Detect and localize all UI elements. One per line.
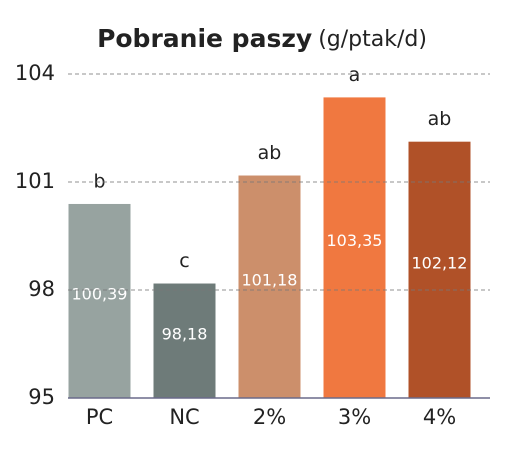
significance-letter: a (349, 64, 361, 86)
x-tick-label: 4% (423, 405, 456, 429)
y-tick-label: 101 (15, 169, 55, 193)
x-tick-label: PC (86, 405, 113, 429)
chart-unit: (g/ptak/d) (318, 27, 427, 52)
significance-letter: ab (428, 108, 452, 130)
value-label: 101,18 (242, 270, 298, 289)
bar (238, 175, 301, 398)
value-label: 100,39 (72, 284, 128, 303)
chart-title-group: Pobranie paszy (g/ptak/d) (97, 24, 427, 53)
value-label: 102,12 (412, 253, 468, 272)
bar (408, 141, 471, 398)
bar (323, 97, 386, 399)
x-tick-label: 3% (338, 405, 371, 429)
bar (153, 283, 216, 398)
x-tick-label: 2% (253, 405, 286, 429)
value-label: 103,35 (327, 231, 383, 250)
y-tick-label: 98 (28, 277, 55, 301)
y-tick-label: 95 (28, 385, 55, 409)
chart-title: Pobranie paszy (97, 24, 312, 53)
significance-letter: c (179, 250, 189, 272)
bar (68, 203, 131, 398)
significance-letter: b (93, 170, 105, 192)
value-label: 98,18 (162, 324, 208, 343)
significance-letter: ab (258, 142, 282, 164)
x-tick-label: NC (169, 405, 199, 429)
y-tick-label: 104 (15, 61, 55, 85)
